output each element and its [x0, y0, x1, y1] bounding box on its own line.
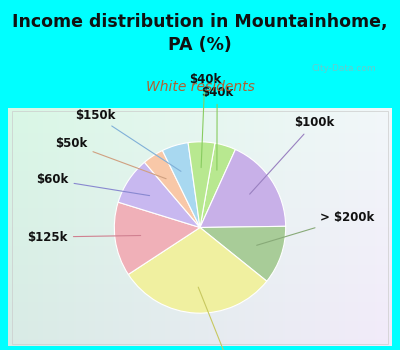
Text: $100k: $100k [250, 116, 334, 194]
Wedge shape [200, 143, 235, 228]
Text: > $200k: > $200k [257, 211, 375, 245]
Wedge shape [200, 226, 286, 281]
Text: $150k: $150k [75, 108, 181, 172]
Wedge shape [118, 162, 200, 228]
Wedge shape [162, 143, 200, 228]
Text: $40k: $40k [189, 74, 221, 168]
Text: $40k: $40k [201, 86, 233, 170]
Wedge shape [200, 149, 286, 228]
Text: City-Data.com: City-Data.com [312, 64, 376, 73]
Wedge shape [188, 142, 215, 228]
Text: White residents: White residents [146, 80, 254, 94]
Text: $125k: $125k [28, 231, 141, 244]
Wedge shape [128, 228, 267, 313]
Text: $60k: $60k [36, 173, 150, 196]
Wedge shape [114, 202, 200, 274]
Text: Income distribution in Mountainhome,
PA (%): Income distribution in Mountainhome, PA … [12, 13, 388, 54]
Text: $20k: $20k [198, 287, 249, 350]
Wedge shape [144, 150, 200, 228]
Text: $50k: $50k [55, 137, 166, 179]
